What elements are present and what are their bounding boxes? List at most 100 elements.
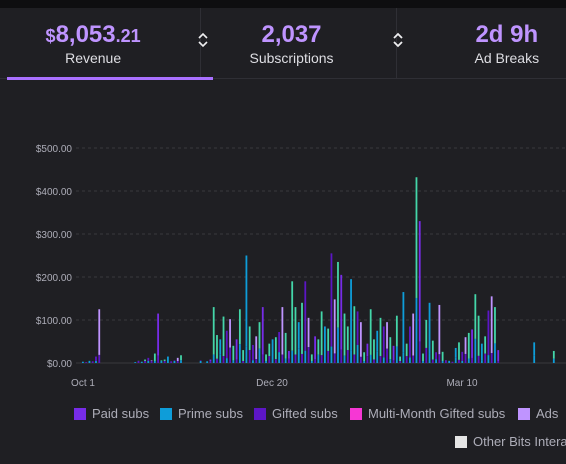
bar-segment	[137, 361, 140, 363]
bar-segment	[307, 347, 310, 363]
bar-segment	[95, 361, 97, 363]
bar-segment	[219, 354, 222, 363]
bar-segment	[467, 332, 470, 359]
bar-segment	[206, 361, 209, 363]
bar-segment	[173, 361, 176, 363]
revenue-value: $8,053.21	[0, 21, 200, 50]
bar-segment	[409, 326, 411, 358]
bar-segment	[330, 346, 333, 363]
bar-segment	[533, 355, 536, 363]
bar-segment	[480, 360, 483, 363]
bar-segment	[458, 359, 460, 363]
bar-segment	[533, 342, 536, 356]
bar-segment	[245, 255, 248, 347]
legend-item-other-bits-interactions[interactable]: Other Bits Interactions	[455, 434, 566, 449]
bar-segment	[405, 356, 408, 363]
bar-segment	[199, 360, 202, 361]
bar-segment	[402, 352, 405, 363]
legend-label: Ads	[536, 406, 559, 421]
legend-item-gifted-subs[interactable]: Gifted subs	[254, 406, 338, 421]
legend-label: Prime subs	[178, 406, 244, 421]
bar-segment	[268, 343, 271, 357]
tab-ad-breaks[interactable]: 2d 9h Ad Breaks	[397, 8, 566, 78]
bar-segment	[288, 350, 290, 359]
bar-segment	[261, 307, 264, 355]
bar-segment	[176, 361, 179, 363]
sort-icon[interactable]	[393, 32, 403, 48]
legend-label: Multi-Month Gifted subs	[368, 406, 506, 421]
bar-segment	[150, 361, 153, 363]
sort-icon[interactable]	[198, 32, 208, 48]
bar-segment	[366, 343, 369, 357]
bar-segment	[176, 357, 179, 361]
legend-swatch	[518, 407, 530, 420]
bar-segment	[363, 352, 366, 361]
bar-segment	[425, 347, 428, 363]
bar-segment	[163, 359, 166, 361]
bar-segment	[232, 345, 235, 361]
bar-segment	[340, 349, 343, 363]
revenue-panel: $8,053.21 Revenue 2,037 Subscriptions 2d…	[0, 8, 566, 464]
x-tick-label: Dec 20	[256, 378, 288, 389]
bar-segment	[248, 350, 251, 363]
legend-label: Other Bits Interactions	[473, 434, 566, 449]
bar-segment	[284, 358, 287, 363]
bar-segment	[252, 360, 254, 363]
revenue-currency: $	[45, 26, 56, 46]
bar-segment	[147, 361, 150, 363]
bar-segment	[422, 361, 424, 363]
bar-segment	[389, 359, 392, 363]
bar-segment	[258, 322, 261, 349]
bar-segment	[304, 281, 307, 351]
ad-breaks-value: 2d 9h	[475, 21, 539, 48]
bar-segment	[219, 339, 222, 355]
bar-segment	[225, 330, 228, 359]
bar-segment	[412, 355, 415, 363]
bar-segment	[445, 360, 447, 361]
bar-segment	[402, 292, 405, 353]
bar-segment	[98, 354, 101, 363]
bar-segment	[180, 360, 182, 363]
x-tick-label: Mar 10	[446, 378, 478, 389]
bar-segment	[359, 322, 362, 357]
bar-segment	[386, 348, 388, 363]
bar-segment	[356, 311, 359, 345]
bar-segment	[359, 356, 362, 363]
bar-segment	[160, 361, 163, 363]
legend-swatch	[160, 407, 172, 420]
tab-subscriptions[interactable]: 2,037 Subscriptions	[201, 8, 403, 78]
bar-segment	[209, 359, 212, 361]
bar-segment	[441, 361, 444, 363]
bar-segment	[265, 361, 267, 363]
bar-segment	[324, 326, 326, 358]
bar-segment	[271, 359, 274, 363]
bar-segment	[337, 261, 339, 328]
bar-segment	[467, 358, 470, 363]
bar-segment	[392, 345, 395, 361]
bar-segment	[278, 352, 281, 363]
legend-item-paid-subs[interactable]: Paid subs	[74, 406, 149, 421]
legend-item-ads[interactable]: Ads	[518, 406, 558, 421]
tab-revenue[interactable]: $8,053.21 Revenue	[0, 8, 213, 80]
bar-segment	[157, 355, 160, 363]
bar-segment	[343, 355, 346, 363]
bar-segment	[418, 341, 421, 363]
legend-label: Paid subs	[92, 406, 150, 421]
bar-segment	[229, 347, 231, 363]
bar-segment	[91, 361, 94, 363]
metric-tabs: $8,053.21 Revenue 2,037 Subscriptions 2d…	[0, 8, 566, 80]
bar-segment	[314, 359, 316, 363]
bar-segment	[235, 359, 238, 363]
bar-segment	[294, 354, 297, 363]
bar-segment	[382, 357, 385, 363]
bar-segment	[258, 348, 261, 363]
legend-item-multi-month-gifted-subs[interactable]: Multi-Month Gifted subs	[350, 406, 505, 421]
legend-item-prime-subs[interactable]: Prime subs	[160, 406, 243, 421]
bar-segment	[454, 357, 457, 363]
bar-segment	[301, 353, 303, 363]
bar-segment	[157, 313, 160, 356]
bar-segment	[160, 360, 163, 361]
bar-segment	[346, 350, 349, 363]
y-tick-label: $500.00	[36, 144, 73, 155]
bar-segment	[180, 355, 182, 361]
